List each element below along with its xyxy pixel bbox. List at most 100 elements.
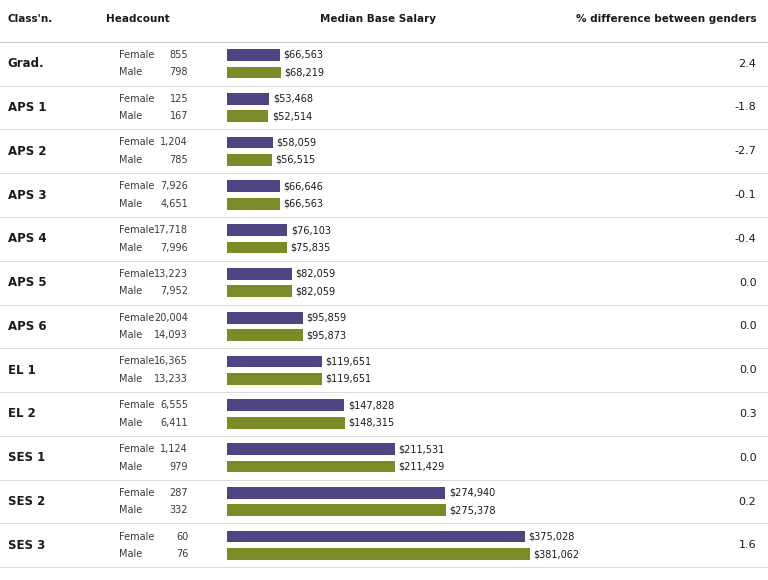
Bar xyxy=(227,110,268,122)
Text: Male: Male xyxy=(119,67,142,77)
Bar xyxy=(227,531,525,542)
Text: 0.0: 0.0 xyxy=(739,453,756,463)
Text: $75,835: $75,835 xyxy=(291,242,331,252)
Text: 0.0: 0.0 xyxy=(739,278,756,288)
Text: Female: Female xyxy=(119,532,154,542)
Text: EL 2: EL 2 xyxy=(8,408,35,420)
Bar xyxy=(227,136,273,148)
Text: 167: 167 xyxy=(170,111,188,121)
Text: 2.4: 2.4 xyxy=(739,59,756,68)
Text: $66,563: $66,563 xyxy=(283,50,323,60)
Text: $95,873: $95,873 xyxy=(306,330,347,340)
Text: 1,124: 1,124 xyxy=(161,444,188,454)
Text: Female: Female xyxy=(119,182,154,191)
Text: APS 5: APS 5 xyxy=(8,276,46,289)
Text: $58,059: $58,059 xyxy=(276,137,316,147)
Text: Female: Female xyxy=(119,50,154,60)
Text: Male: Male xyxy=(119,374,142,384)
Text: Male: Male xyxy=(119,330,142,340)
Text: SES 2: SES 2 xyxy=(8,495,45,508)
Bar xyxy=(227,487,445,499)
Bar xyxy=(227,268,292,280)
Text: 60: 60 xyxy=(176,532,188,542)
Text: $119,651: $119,651 xyxy=(326,357,372,367)
Text: $381,062: $381,062 xyxy=(534,549,580,559)
Text: Female: Female xyxy=(119,357,154,367)
Text: $211,429: $211,429 xyxy=(399,462,445,472)
Text: Grad.: Grad. xyxy=(8,57,45,70)
Text: 7,926: 7,926 xyxy=(161,182,188,191)
Text: APS 4: APS 4 xyxy=(8,233,46,245)
Text: EL 1: EL 1 xyxy=(8,364,35,376)
Bar xyxy=(227,548,530,560)
Text: 7,996: 7,996 xyxy=(161,242,188,252)
Text: Female: Female xyxy=(119,94,154,104)
Text: 6,555: 6,555 xyxy=(161,400,188,410)
Text: Male: Male xyxy=(119,199,142,209)
Text: 17,718: 17,718 xyxy=(154,225,188,235)
Text: Male: Male xyxy=(119,462,142,472)
Text: Female: Female xyxy=(119,313,154,322)
Text: SES 3: SES 3 xyxy=(8,539,45,552)
Text: Male: Male xyxy=(119,287,142,296)
Text: Male: Male xyxy=(119,505,142,515)
Bar xyxy=(227,356,322,367)
Text: Female: Female xyxy=(119,137,154,147)
Bar xyxy=(227,373,322,385)
Text: $119,651: $119,651 xyxy=(326,374,372,384)
Text: SES 1: SES 1 xyxy=(8,451,45,464)
Bar xyxy=(227,198,280,210)
Text: 287: 287 xyxy=(170,488,188,498)
Text: 76: 76 xyxy=(176,549,188,559)
Text: 14,093: 14,093 xyxy=(154,330,188,340)
Text: $147,828: $147,828 xyxy=(348,400,394,410)
Bar xyxy=(227,93,269,104)
Text: APS 3: APS 3 xyxy=(8,188,46,201)
Text: Male: Male xyxy=(119,242,142,252)
Text: $68,219: $68,219 xyxy=(285,67,325,77)
Bar xyxy=(227,505,445,516)
Text: -0.4: -0.4 xyxy=(735,234,756,244)
Text: $66,563: $66,563 xyxy=(283,199,323,209)
Text: 4,651: 4,651 xyxy=(161,199,188,209)
Text: Male: Male xyxy=(119,155,142,165)
Text: Female: Female xyxy=(119,400,154,410)
Text: 16,365: 16,365 xyxy=(154,357,188,367)
Text: 1.6: 1.6 xyxy=(739,541,756,550)
Text: $52,514: $52,514 xyxy=(272,111,313,121)
Text: $148,315: $148,315 xyxy=(349,418,395,427)
Text: 7,952: 7,952 xyxy=(161,287,188,296)
Text: $53,468: $53,468 xyxy=(273,94,313,104)
Text: Female: Female xyxy=(119,225,154,235)
Text: 798: 798 xyxy=(170,67,188,77)
Text: 332: 332 xyxy=(170,505,188,515)
Text: Class'n.: Class'n. xyxy=(8,13,53,24)
Bar xyxy=(227,329,303,341)
Bar xyxy=(227,67,281,78)
Bar xyxy=(227,417,345,429)
Text: $275,378: $275,378 xyxy=(449,505,496,515)
Text: Female: Female xyxy=(119,488,154,498)
Text: 785: 785 xyxy=(170,155,188,165)
Bar xyxy=(227,285,292,298)
Text: $375,028: $375,028 xyxy=(528,532,575,542)
Text: Female: Female xyxy=(119,269,154,279)
Text: $82,059: $82,059 xyxy=(296,269,336,279)
Text: 0.0: 0.0 xyxy=(739,365,756,375)
Text: APS 2: APS 2 xyxy=(8,145,46,158)
Bar xyxy=(227,443,395,455)
Text: Male: Male xyxy=(119,418,142,427)
Text: 855: 855 xyxy=(170,50,188,60)
Bar xyxy=(227,224,287,236)
Text: Male: Male xyxy=(119,111,142,121)
Text: 1,204: 1,204 xyxy=(161,137,188,147)
Text: $274,940: $274,940 xyxy=(449,488,495,498)
Text: -2.7: -2.7 xyxy=(735,146,756,156)
Text: $76,103: $76,103 xyxy=(291,225,331,235)
Text: APS 1: APS 1 xyxy=(8,101,46,114)
Text: -0.1: -0.1 xyxy=(735,190,756,200)
Bar xyxy=(227,311,303,324)
Text: 6,411: 6,411 xyxy=(161,418,188,427)
Bar xyxy=(227,399,344,411)
Text: $211,531: $211,531 xyxy=(399,444,445,454)
